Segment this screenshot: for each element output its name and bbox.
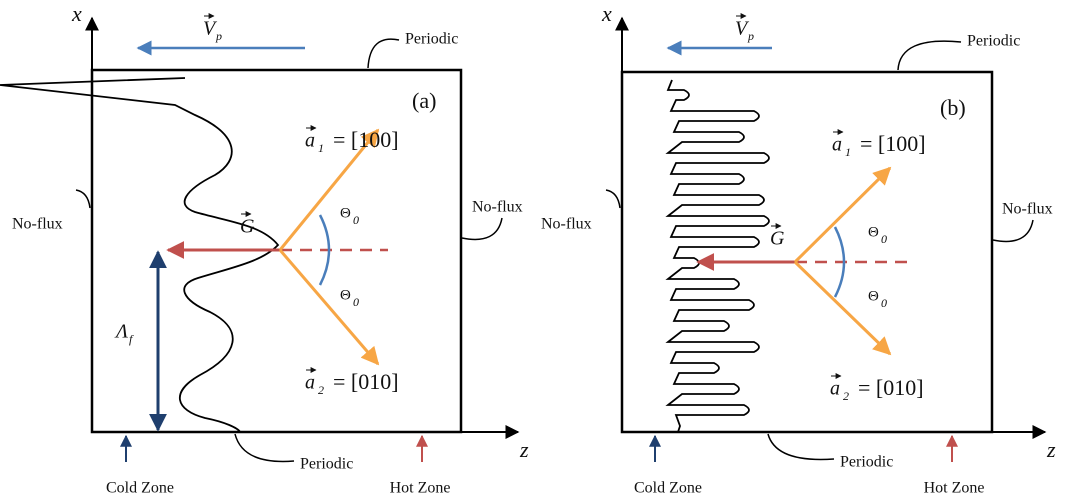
- a1-value: = [100]: [860, 131, 926, 156]
- cold-zone-label: Cold Zone: [106, 480, 174, 497]
- panel-label: (b): [940, 95, 966, 120]
- top-boundary-label: Periodic: [967, 33, 1020, 50]
- dendrite-interface: [0, 78, 278, 432]
- theta-top-symbol: Θ: [340, 205, 351, 221]
- top-boundary-label: Periodic: [405, 31, 458, 48]
- theta-top-symbol: Θ: [868, 224, 879, 240]
- velocity-subscript: p: [747, 29, 754, 43]
- left-boundary-label: No-flux: [12, 216, 63, 233]
- boundary-leader: [993, 220, 1033, 241]
- a2-value: = [010]: [858, 375, 924, 400]
- orientation-arrow: [280, 250, 378, 364]
- a1-subscript: 1: [318, 141, 324, 155]
- a1-value: = [100]: [333, 127, 399, 152]
- bottom-boundary-label: Periodic: [300, 456, 353, 473]
- theta-bottom-symbol: Θ: [340, 287, 351, 303]
- hot-zone-label: Hot Zone: [390, 480, 451, 497]
- boundary-leader: [462, 218, 502, 239]
- spacing-subscript: f: [129, 332, 134, 346]
- x-axis-label: x: [71, 1, 82, 26]
- bottom-boundary-label: Periodic: [840, 454, 893, 471]
- dendrite-interface: [668, 80, 769, 432]
- theta-bottom-subscript: 0: [881, 296, 887, 310]
- figure: xzVpPeriodicPeriodicNo-fluxNo-fluxGa1= […: [0, 0, 1081, 500]
- theta-top-subscript: 0: [881, 232, 887, 246]
- z-axis-label: z: [519, 437, 529, 462]
- boundary-leader: [76, 190, 90, 208]
- a2-value: = [010]: [333, 369, 399, 394]
- a1-subscript: 1: [845, 145, 851, 159]
- gradient-symbol: G: [770, 228, 785, 250]
- right-boundary-label: No-flux: [1002, 201, 1053, 218]
- boundary-leader: [235, 434, 294, 461]
- x-axis-label: x: [601, 1, 612, 26]
- spacing-symbol: Λ: [114, 321, 128, 343]
- cold-zone-label: Cold Zone: [634, 480, 702, 497]
- boundary-leader: [898, 41, 961, 70]
- gradient-symbol: G: [240, 216, 255, 238]
- panel-label: (a): [412, 88, 436, 113]
- hot-zone-label: Hot Zone: [924, 480, 985, 497]
- z-axis-label: z: [1046, 437, 1056, 462]
- boundary-leader: [368, 39, 399, 68]
- a2-subscript: 2: [843, 389, 849, 403]
- right-boundary-label: No-flux: [472, 199, 523, 216]
- boundary-leader: [768, 434, 834, 459]
- theta-top-subscript: 0: [353, 213, 359, 227]
- velocity-subscript: p: [215, 29, 222, 43]
- theta-bottom-symbol: Θ: [868, 288, 879, 304]
- a2-symbol: a: [830, 378, 840, 400]
- theta-bottom-subscript: 0: [353, 295, 359, 309]
- left-boundary-label: No-flux: [541, 216, 592, 233]
- a2-subscript: 2: [318, 383, 324, 397]
- a1-symbol: a: [832, 134, 842, 156]
- a2-symbol: a: [305, 372, 315, 394]
- boundary-leader: [606, 190, 620, 208]
- a1-symbol: a: [305, 130, 315, 152]
